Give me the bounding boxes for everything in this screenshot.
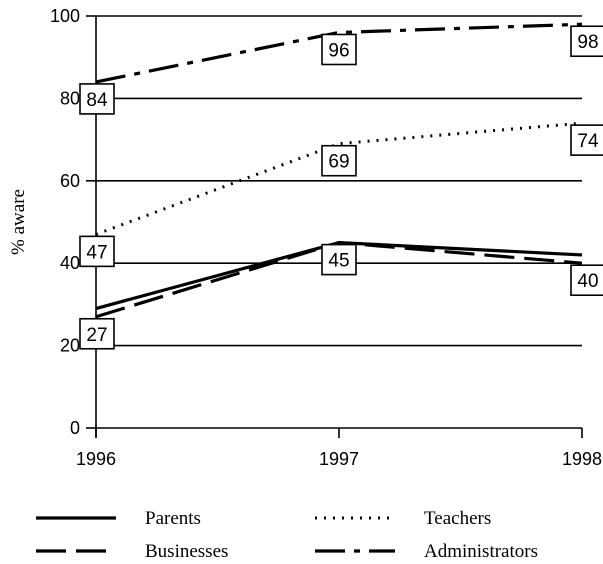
x-axis-ticks: 1996 1997 1998 <box>76 428 602 469</box>
data-label-value: 40 <box>577 271 598 292</box>
legend-item-teachers: Teachers <box>315 508 491 529</box>
legend-label: Businesses <box>145 541 228 562</box>
y-tick-label: 80 <box>60 88 80 108</box>
data-label-value: 45 <box>328 251 349 272</box>
legend-label: Parents <box>145 508 201 529</box>
data-label-value: 69 <box>328 152 349 173</box>
y-tick-label: 0 <box>70 418 80 438</box>
data-label-box <box>79 235 115 268</box>
data-label-value: 47 <box>86 242 107 263</box>
y-axis-label: % aware <box>8 189 29 255</box>
y-axis-ticks: 0 20 40 60 80 100 <box>50 6 96 438</box>
data-label-value: 74 <box>577 131 599 152</box>
data-label: 47 <box>79 235 115 268</box>
data-label-value: 98 <box>577 32 598 53</box>
data-label-box <box>321 144 357 177</box>
x-tick-label: 1997 <box>319 449 359 469</box>
data-label: 84 <box>79 83 115 115</box>
legend-item-administrators: Administrators <box>315 541 538 562</box>
y-tick-label: 40 <box>60 253 80 273</box>
data-label: 40 <box>570 264 603 297</box>
data-label-value: 27 <box>86 325 107 346</box>
series-line-teachers <box>95 121 583 236</box>
axes <box>95 16 582 438</box>
x-tick-label: 1998 <box>562 449 602 469</box>
y-tick-label: 20 <box>60 336 80 356</box>
legend-item-businesses: Businesses <box>36 541 228 562</box>
legend-label: Teachers <box>424 508 491 529</box>
x-tick-label: 1996 <box>76 449 116 469</box>
data-label-box <box>570 124 603 156</box>
series-line-businesses <box>95 240 583 319</box>
data-label-box <box>321 243 357 276</box>
gridlines <box>96 15 582 347</box>
data-label: 27 <box>79 317 115 350</box>
data-label-value: 84 <box>86 90 108 111</box>
legend-label: Administrators <box>424 541 538 562</box>
data-labels: 84 96 98 47 69 74 27 45 40 <box>79 25 603 350</box>
y-tick-label: 60 <box>60 171 80 191</box>
data-label-box <box>570 25 603 58</box>
legend-item-parents: Parents <box>36 508 201 529</box>
series-line-administrators <box>95 22 583 84</box>
data-label: 45 <box>321 243 357 276</box>
data-label: 69 <box>321 144 357 177</box>
data-label-box <box>79 83 115 115</box>
data-label-box <box>321 33 357 66</box>
data-label: 98 <box>570 25 603 58</box>
series-lines <box>95 22 583 319</box>
data-label-value: 96 <box>328 40 349 61</box>
data-label-box <box>570 264 603 297</box>
legend: Parents Businesses Teachers Administrators <box>36 508 538 562</box>
data-label: 96 <box>321 33 357 66</box>
data-label-box <box>79 317 115 350</box>
y-tick-label: 100 <box>50 6 80 26</box>
data-label: 74 <box>570 124 603 156</box>
